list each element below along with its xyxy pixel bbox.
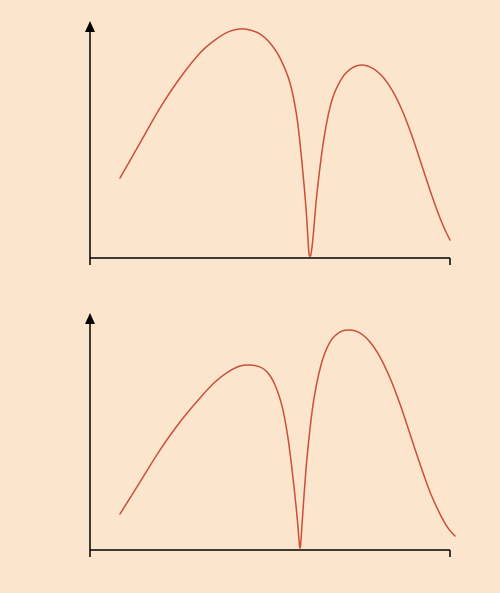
figure-canvas (0, 0, 500, 593)
background (0, 0, 500, 593)
charts-svg (0, 0, 500, 593)
